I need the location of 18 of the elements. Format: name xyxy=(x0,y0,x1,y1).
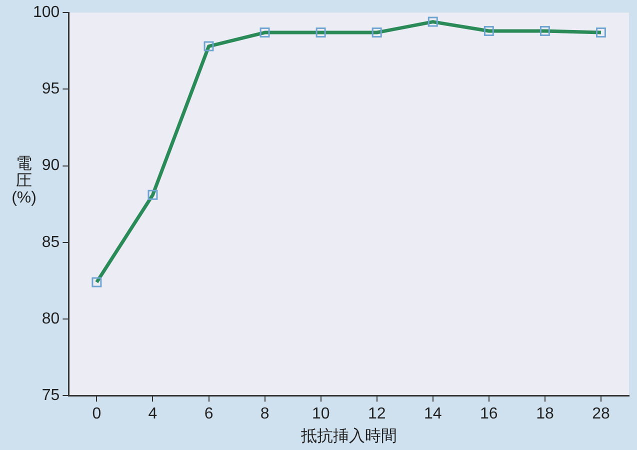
x-tick-label: 18 xyxy=(536,406,554,423)
y-tick-label: 90 xyxy=(42,157,60,174)
x-tick-label: 8 xyxy=(260,406,270,423)
y-tick-label: 95 xyxy=(42,80,60,98)
x-tick-label: 16 xyxy=(480,406,498,423)
x-tick-label: 0 xyxy=(92,406,102,423)
x-tick-label: 28 xyxy=(592,406,610,423)
x-tick-label: 4 xyxy=(148,406,158,423)
y-tick-label: 75 xyxy=(42,387,60,404)
y-tick-label: 85 xyxy=(42,234,60,251)
x-axis-title: 抵抗挿入時間 xyxy=(300,426,397,445)
x-tick-label: 6 xyxy=(204,406,214,423)
x-tick-label: 10 xyxy=(312,406,330,423)
y-tick-label: 80 xyxy=(42,310,60,328)
x-tick-label: 12 xyxy=(368,406,386,423)
x-tick-label: 14 xyxy=(424,406,442,423)
y-axis-title: 電圧(%) xyxy=(12,156,36,207)
y-tick-label: 100 xyxy=(32,4,60,22)
